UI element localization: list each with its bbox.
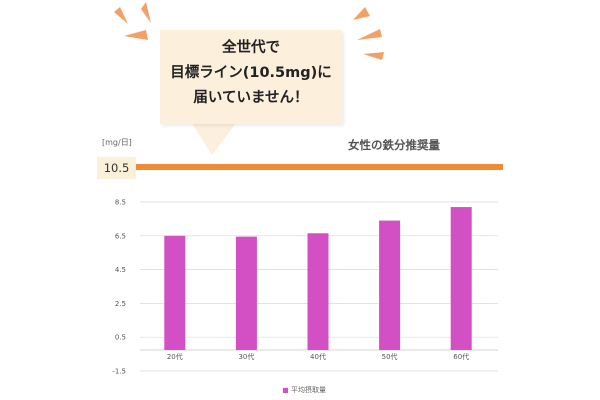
burst-mark-right-3: [363, 52, 384, 60]
reference-value-box: 10.5: [97, 157, 136, 179]
bar: [164, 235, 186, 350]
y-tick-label: 2.5: [115, 300, 126, 308]
callout-line-3: 届いていません！: [193, 90, 309, 106]
callout-bubble: [160, 30, 342, 124]
burst-mark-right-2: [357, 29, 382, 40]
y-tick-label: 0.5: [115, 334, 126, 342]
callout-text: 全世代で 目標ライン(10.5mg)に 届いていません！: [160, 36, 342, 111]
legend-swatch: [283, 387, 288, 393]
bar: [307, 233, 329, 350]
y-tick-label: 6.5: [115, 232, 126, 240]
y-tick-label: -1.5: [112, 368, 126, 376]
burst-mark-left-3: [141, 2, 151, 23]
x-tick-label: 60代: [453, 352, 469, 361]
reference-line: [136, 164, 503, 170]
x-tick-label: 40代: [310, 352, 326, 361]
callout-tail: [192, 123, 236, 155]
y-axis-unit: [mg/日]: [102, 138, 132, 147]
x-tick-label: 20代: [167, 352, 183, 361]
callout-decor: [114, 2, 384, 155]
legend: 平均摂取量: [283, 385, 326, 395]
bar: [235, 236, 257, 350]
callout-line-1: 全世代で: [222, 40, 280, 56]
bar: [379, 220, 401, 350]
legend-label: 平均摂取量: [291, 386, 326, 394]
y-tick-label: 4.5: [115, 266, 126, 274]
x-tick-label: 30代: [238, 352, 254, 361]
burst-mark-left-1: [114, 7, 128, 24]
callout-line-2: 目標ライン(10.5mg)に: [170, 65, 332, 81]
x-tick-label: 50代: [382, 352, 398, 361]
burst-mark-right-1: [353, 7, 370, 20]
reference-line-label: 女性の鉄分推奨量: [348, 138, 440, 152]
callout: 全世代で 目標ライン(10.5mg)に 届いていません！: [0, 0, 600, 160]
y-tick-label: 8.5: [115, 199, 126, 207]
burst-mark-left-2: [124, 30, 148, 40]
bar: [450, 207, 472, 350]
